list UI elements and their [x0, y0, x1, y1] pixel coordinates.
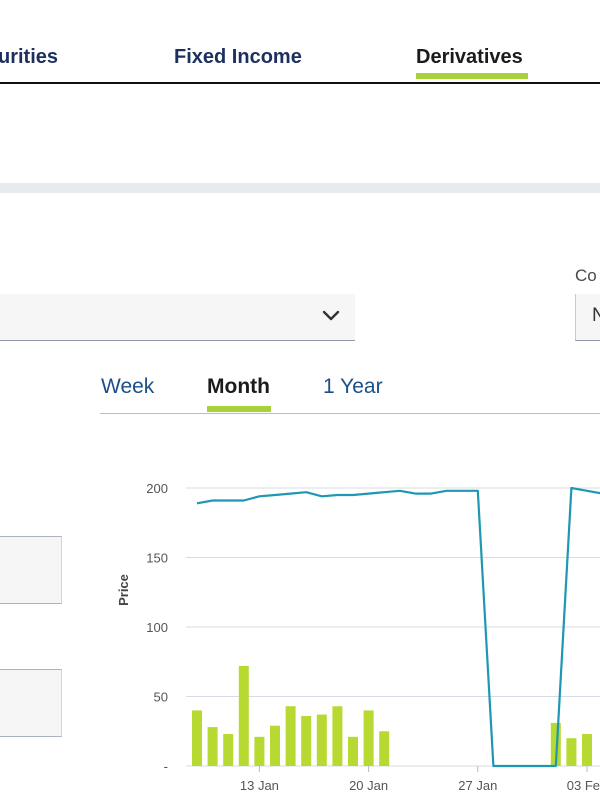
- volume-bar: [285, 706, 296, 766]
- x-axis-ticks: 13 Jan 20 Jan 27 Jan 03 Feb: [240, 766, 600, 793]
- x-tick-label: 03 Feb: [567, 778, 600, 793]
- period-active-indicator: [207, 406, 271, 412]
- contract-select-value: N: [592, 305, 600, 326]
- period-tabs-baseline: [100, 413, 600, 414]
- volume-bar: [332, 706, 343, 766]
- period-tab-week[interactable]: Week: [101, 375, 155, 398]
- volume-bar: [223, 734, 234, 766]
- nav-active-indicator: [416, 73, 528, 79]
- volume-bar: [316, 714, 327, 766]
- y-tick-label: 100: [146, 620, 168, 635]
- y-tick-label: -: [164, 759, 168, 774]
- nav-tab-derivatives[interactable]: Derivatives: [416, 46, 523, 68]
- x-tick-label: 13 Jan: [240, 778, 279, 793]
- volume-bar: [270, 725, 280, 766]
- contract-label: Co: [575, 266, 597, 285]
- left-input-2[interactable]: [0, 669, 62, 737]
- volume-bar: [192, 710, 202, 766]
- y-axis-ticks: - 50 100 150 200: [146, 481, 168, 774]
- volume-bars: [192, 665, 592, 766]
- nav-tab-securities[interactable]: urities: [0, 46, 59, 68]
- x-tick-label: 20 Jan: [349, 778, 388, 793]
- price-line-group: [196, 486, 600, 768]
- volume-bar: [363, 710, 374, 766]
- nav-tab-fixed-income[interactable]: Fixed Income: [174, 46, 302, 68]
- instrument-select[interactable]: [0, 294, 355, 341]
- y-tick-label: 150: [146, 551, 168, 566]
- price-line: [196, 486, 600, 768]
- period-tab-month[interactable]: Month: [207, 375, 270, 398]
- market-nav: urities Fixed Income Derivatives: [0, 0, 600, 84]
- volume-bar: [582, 734, 592, 766]
- y-axis-title: Price: [116, 574, 131, 606]
- chevron-down-icon[interactable]: [322, 310, 340, 322]
- volume-bar: [207, 727, 218, 766]
- section-divider: [0, 183, 600, 193]
- period-tab-1-year[interactable]: 1 Year: [323, 375, 383, 398]
- volume-bar: [379, 731, 390, 766]
- volume-bar: [254, 736, 265, 766]
- volume-bar: [238, 665, 249, 766]
- y-tick-label: 200: [146, 481, 168, 496]
- volume-bar: [301, 715, 312, 766]
- y-tick-label: 50: [154, 690, 168, 705]
- contract-select[interactable]: [575, 294, 600, 341]
- volume-bar: [566, 738, 577, 766]
- x-tick-label: 27 Jan: [458, 778, 497, 793]
- volume-bar: [550, 722, 561, 766]
- left-input-1[interactable]: [0, 536, 62, 604]
- price-chart: - 50 100 150 200 13 Jan 20 Jan 27 Jan 03 Feb Pr…: [116, 481, 600, 793]
- volume-bar: [348, 736, 358, 766]
